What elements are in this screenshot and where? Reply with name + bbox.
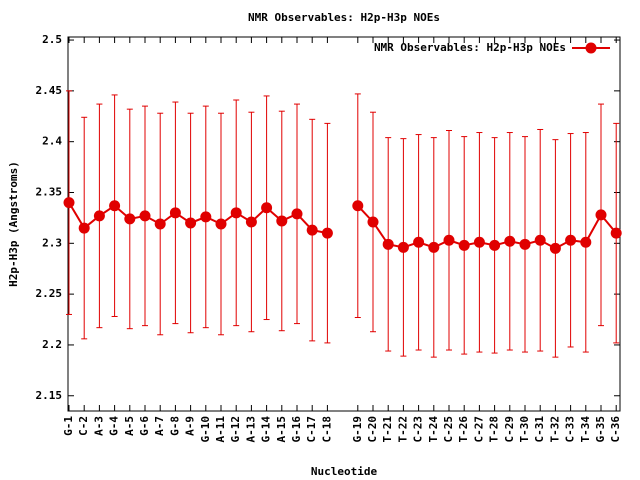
x-tick-label: G-14 xyxy=(260,416,273,443)
point xyxy=(124,213,136,225)
point xyxy=(109,200,121,212)
point xyxy=(230,207,242,219)
point xyxy=(215,218,227,230)
point xyxy=(549,242,561,254)
x-tick-label: G-1 xyxy=(62,416,75,436)
point xyxy=(352,200,364,212)
x-tick-label: C-25 xyxy=(442,416,455,443)
point xyxy=(519,238,531,250)
point xyxy=(428,241,440,253)
y-tick-label: 2.25 xyxy=(36,287,63,300)
x-tick-label: A-9 xyxy=(184,416,197,436)
x-tick-label: C-27 xyxy=(472,416,485,443)
point xyxy=(443,234,455,246)
point xyxy=(261,202,273,214)
y-tick-label: 2.15 xyxy=(36,389,63,402)
x-tick-label: C-2 xyxy=(77,416,90,436)
point xyxy=(154,218,166,230)
x-tick-label: T-34 xyxy=(579,416,592,443)
x-tick-label: T-22 xyxy=(396,416,409,443)
point xyxy=(580,236,592,248)
point xyxy=(245,216,257,228)
y-axis-label: H2p-H3p (Angstroms) xyxy=(7,161,20,287)
x-tick-label: T-30 xyxy=(518,416,531,443)
x-tick-label: A-13 xyxy=(244,416,257,443)
y-tick-label: 2.5 xyxy=(42,33,62,46)
x-tick-label: A-7 xyxy=(153,416,166,436)
point xyxy=(63,197,75,209)
x-tick-label: A-11 xyxy=(214,416,227,443)
point xyxy=(276,215,288,227)
point xyxy=(504,235,516,247)
x-tick-label: A-5 xyxy=(123,416,136,436)
point xyxy=(595,209,607,221)
x-tick-label: G-12 xyxy=(229,416,242,443)
point xyxy=(610,227,622,239)
point xyxy=(139,210,151,222)
x-tick-label: C-36 xyxy=(609,416,622,443)
x-tick-label: C-33 xyxy=(564,416,577,443)
x-tick-label: T-28 xyxy=(488,416,501,443)
point xyxy=(306,224,318,236)
x-tick-label: G-16 xyxy=(290,416,303,443)
x-tick-label: G-10 xyxy=(199,416,212,443)
point xyxy=(78,222,90,234)
legend-label: NMR Observables: H2p-H3p NOEs xyxy=(374,41,566,54)
x-tick-label: C-23 xyxy=(412,416,425,443)
y-tick-label: 2.2 xyxy=(42,338,62,351)
point xyxy=(413,236,425,248)
point xyxy=(489,239,501,251)
x-tick-label: A-15 xyxy=(275,416,288,443)
point xyxy=(169,207,181,219)
x-tick-label: G-4 xyxy=(108,416,121,436)
point xyxy=(565,234,577,246)
x-tick-label: C-18 xyxy=(320,416,333,443)
x-tick-label: C-17 xyxy=(305,416,318,443)
legend-marker xyxy=(585,42,597,54)
point xyxy=(185,217,197,229)
point xyxy=(291,208,303,220)
x-tick-label: C-20 xyxy=(366,416,379,443)
x-tick-label: T-32 xyxy=(548,416,561,443)
point xyxy=(367,216,379,228)
point xyxy=(93,210,105,222)
chart-title: NMR Observables: H2p-H3p NOEs xyxy=(248,11,440,24)
point xyxy=(200,211,212,223)
y-tick-label: 2.4 xyxy=(42,135,62,148)
x-tick-label: T-21 xyxy=(381,416,394,443)
x-axis-label: Nucleotide xyxy=(311,465,378,478)
point xyxy=(397,241,409,253)
x-tick-label: G-19 xyxy=(351,416,364,443)
x-tick-label: T-26 xyxy=(457,416,470,443)
plot-border xyxy=(67,36,621,412)
x-tick-label: G-6 xyxy=(138,416,151,436)
x-tick-label: C-29 xyxy=(503,416,516,443)
point xyxy=(473,236,485,248)
point xyxy=(534,234,546,246)
x-tick-label: T-24 xyxy=(427,416,440,443)
y-tick-label: 2.3 xyxy=(42,236,62,249)
point xyxy=(321,227,333,239)
point xyxy=(458,239,470,251)
x-tick-label: G-35 xyxy=(594,416,607,443)
x-tick-label: G-8 xyxy=(168,416,181,436)
x-tick-label: A-3 xyxy=(92,416,105,436)
x-tick-label: C-31 xyxy=(533,416,546,443)
y-tick-label: 2.35 xyxy=(36,185,63,198)
y-tick-label: 2.45 xyxy=(36,84,63,97)
point xyxy=(382,238,394,250)
